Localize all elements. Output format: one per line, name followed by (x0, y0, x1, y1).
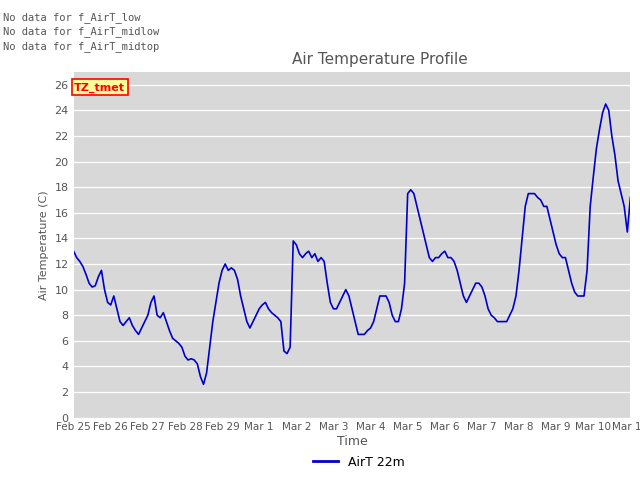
Text: No data for f_AirT_midtop: No data for f_AirT_midtop (3, 41, 159, 52)
Legend: AirT 22m: AirT 22m (308, 451, 409, 474)
Text: No data for f_AirT_low: No data for f_AirT_low (3, 12, 141, 23)
X-axis label: Time: Time (337, 435, 367, 448)
Title: Air Temperature Profile: Air Temperature Profile (292, 52, 468, 67)
Text: TZ_tmet: TZ_tmet (74, 82, 125, 93)
Text: No data for f_AirT_midlow: No data for f_AirT_midlow (3, 26, 159, 37)
Y-axis label: Air Temperature (C): Air Temperature (C) (39, 190, 49, 300)
